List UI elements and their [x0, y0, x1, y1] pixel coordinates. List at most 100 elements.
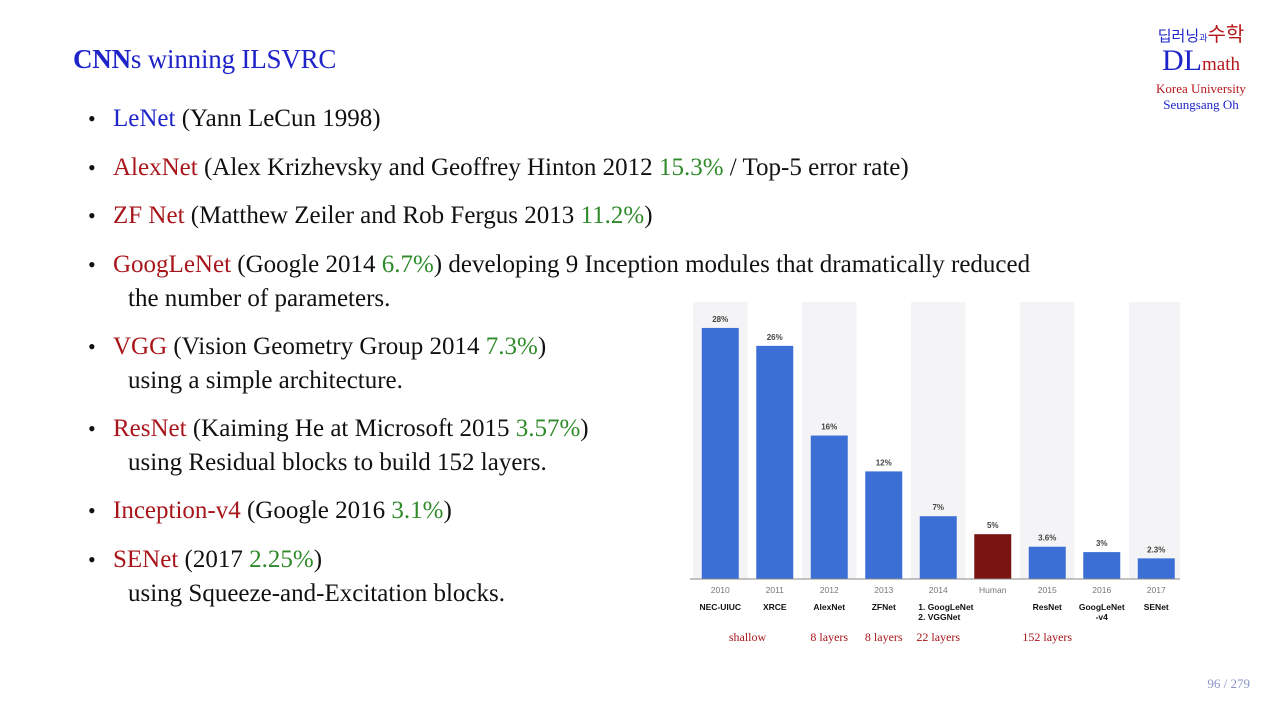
- model-name: ZF Net: [113, 202, 185, 229]
- tick-label: 2015: [1038, 585, 1057, 595]
- model-label: 2. VGGNet: [918, 612, 960, 622]
- depth-label: 22 layers: [916, 630, 960, 644]
- chart-svg: 28% 2010 NEC-UIUC 26% 2011 XRCE 16% 2012 AlexNet…: [690, 302, 1180, 644]
- logo: 딥러닝과수학 DLmath Korea University Seungsang…: [1146, 18, 1256, 113]
- logo-korean-right: 수학: [1207, 24, 1245, 46]
- bullet-dot: •: [88, 155, 96, 180]
- model-detail: (Vision Geometry Group 2014: [167, 333, 486, 360]
- model-label: 1. GoogLeNet: [918, 602, 973, 612]
- bullet-dot: •: [88, 498, 96, 523]
- error-rate: 2.25%: [249, 546, 314, 573]
- depth-label: shallow: [729, 630, 767, 644]
- error-rate: 7.3%: [485, 333, 538, 360]
- bar: [1083, 552, 1121, 579]
- model-label: GoogLeNet: [1079, 602, 1125, 612]
- bar: [974, 534, 1012, 579]
- model-detail-after: ): [443, 497, 452, 524]
- bullet-dot: •: [88, 416, 96, 441]
- slide-title-rest: s winning ILSVRC: [130, 44, 337, 74]
- model-label: -v4: [1096, 612, 1109, 622]
- model-label: SENet: [1144, 602, 1169, 612]
- bullet-dot: •: [88, 334, 96, 359]
- tick-label: 2016: [1092, 585, 1111, 595]
- bullet-dot: •: [88, 252, 96, 277]
- model-detail: (Alex Krizhevsky and Geoffrey Hinton 201…: [197, 154, 659, 181]
- tick-label: 2010: [711, 585, 730, 595]
- bar: [919, 516, 957, 579]
- logo-author: Seungsang Oh: [1163, 97, 1239, 112]
- model-name: SENet: [113, 546, 179, 573]
- model-detail: (Google 2014: [231, 251, 382, 278]
- model-detail-after: ) developing 9 Inception modules that dr…: [433, 251, 1031, 278]
- model-detail: (Google 2016: [240, 497, 392, 524]
- bar: [701, 327, 739, 579]
- model-detail-after: ): [580, 415, 589, 442]
- error-rate: 6.7%: [381, 251, 434, 278]
- model-detail-after: ): [644, 202, 653, 229]
- depth-label: 8 layers: [865, 630, 903, 644]
- model-detail-after: ): [537, 333, 547, 360]
- tick-label: Human: [979, 585, 1007, 595]
- value-label: 7%: [932, 503, 944, 512]
- bullet-dot: •: [88, 106, 96, 131]
- model-detail: (Matthew Zeiler and Rob Fergus 2013: [184, 202, 581, 229]
- value-label: 3.6%: [1038, 534, 1056, 543]
- logo-university: Korea University: [1156, 81, 1246, 96]
- slide-title-bold: CNN: [73, 44, 131, 74]
- bar: [810, 435, 848, 579]
- slide-title: CNNs winning ILSVRC: [73, 44, 336, 75]
- model-detail: (Yann LeCun 1998): [175, 105, 381, 132]
- logo-korean-left: 딥러닝: [1157, 29, 1200, 45]
- bullet-dot: •: [88, 547, 96, 572]
- depth-label: 8 layers: [810, 630, 848, 644]
- error-rate: 3.1%: [391, 497, 444, 524]
- error-rate: 11.2%: [580, 202, 645, 229]
- value-label: 2.3%: [1147, 545, 1165, 554]
- bullet-dot: •: [88, 203, 96, 228]
- model-label: ResNet: [1033, 602, 1062, 612]
- model-name: Inception-v4: [113, 497, 241, 524]
- tick-label: 2017: [1147, 585, 1166, 595]
- tick-label: 2011: [766, 585, 785, 595]
- page-number: 96 / 279: [1207, 676, 1250, 691]
- bullet-subline: using Residual blocks to build 152 layer…: [128, 449, 547, 476]
- model-label: AlexNet: [813, 602, 845, 612]
- model-name: LeNet: [113, 105, 176, 132]
- logo-korean: 딥러닝과수학: [1146, 18, 1256, 47]
- model-name: GoogLeNet: [113, 251, 232, 278]
- value-label: 12%: [876, 458, 892, 467]
- model-detail: (Kaiming He at Microsoft 2015: [186, 415, 516, 442]
- model-name: AlexNet: [113, 154, 198, 181]
- bullet-subline: the number of parameters.: [128, 285, 391, 312]
- model-detail-after: ): [313, 546, 323, 573]
- column-band: [1020, 302, 1075, 579]
- logo-dl: DL: [1162, 44, 1202, 77]
- logo-dlmath: DLmath: [1146, 44, 1256, 79]
- value-label: 3%: [1096, 539, 1108, 548]
- model-name: VGG: [113, 333, 168, 360]
- error-rate: 3.57%: [515, 415, 581, 442]
- tick-label: 2012: [820, 585, 839, 595]
- value-label: 16%: [821, 423, 837, 432]
- tick-label: 2014: [929, 585, 948, 595]
- bar: [1137, 558, 1175, 579]
- bullet-subline: using Squeeze-and-Excitation blocks.: [128, 580, 505, 607]
- model-detail: (2017: [178, 546, 250, 573]
- value-label: 5%: [987, 521, 999, 530]
- model-detail-after: / Top-5 error rate): [723, 154, 909, 181]
- bullet-subline: using a simple architecture.: [128, 367, 403, 394]
- model-name: ResNet: [113, 415, 187, 442]
- logo-math: math: [1202, 54, 1240, 75]
- tick-label: 2013: [874, 585, 893, 595]
- value-label: 28%: [712, 315, 728, 324]
- bar: [1028, 546, 1066, 579]
- model-label: XRCE: [763, 602, 787, 612]
- bar: [865, 471, 903, 579]
- logo-korean-mid: 과: [1199, 33, 1208, 43]
- error-rate: 15.3%: [658, 154, 724, 181]
- depth-label: 152 layers: [1022, 630, 1072, 644]
- value-label: 26%: [767, 333, 783, 342]
- column-band: [1129, 302, 1180, 579]
- bar: [756, 345, 794, 579]
- model-label: NEC-UIUC: [699, 602, 741, 612]
